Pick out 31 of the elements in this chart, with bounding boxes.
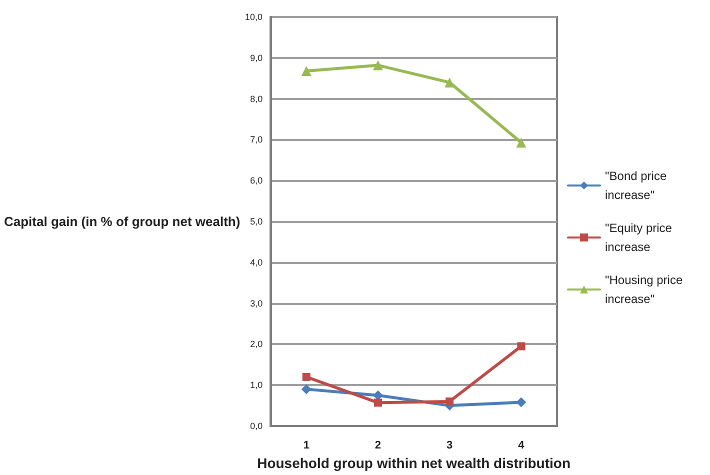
y-axis-title: Capital gain (in % of group net wealth) bbox=[4, 214, 240, 229]
point bbox=[372, 390, 383, 400]
point bbox=[301, 66, 312, 76]
x-tick-label: 3 bbox=[446, 440, 453, 452]
y-tick-label: 1,0 bbox=[250, 380, 263, 390]
y-tick-label: 10,0 bbox=[245, 12, 263, 22]
point bbox=[446, 397, 454, 406]
y-tick-label: 8,0 bbox=[250, 94, 263, 104]
point bbox=[374, 398, 382, 407]
y-tick-label: 5,0 bbox=[250, 216, 263, 226]
x-tick-label: 2 bbox=[374, 440, 382, 452]
x-tick-label: 1 bbox=[303, 440, 310, 452]
x-axis-title: Household group within net wealth distribution bbox=[257, 455, 570, 471]
point bbox=[444, 77, 455, 88]
y-tick-label: 2,0 bbox=[250, 339, 263, 350]
y-tick-label: 0,0 bbox=[250, 421, 263, 431]
point bbox=[302, 372, 310, 381]
legend-label: "Bond price increase" bbox=[605, 169, 670, 202]
y-tick-label: 4,0 bbox=[250, 257, 263, 268]
x-tick-label: 4 bbox=[518, 440, 526, 452]
point bbox=[517, 342, 526, 350]
y-tick-label: 7,0 bbox=[250, 134, 263, 145]
y-tick-label: 3,0 bbox=[250, 298, 263, 308]
point bbox=[516, 397, 526, 408]
point bbox=[301, 384, 312, 394]
y-tick-label: 6,0 bbox=[250, 176, 263, 186]
legend-label: "Equity price increase bbox=[605, 221, 676, 254]
point bbox=[372, 60, 383, 70]
point bbox=[516, 138, 526, 148]
y-tick-label: 9,0 bbox=[250, 52, 263, 63]
legend-label: "Housing price increase" bbox=[605, 273, 686, 306]
